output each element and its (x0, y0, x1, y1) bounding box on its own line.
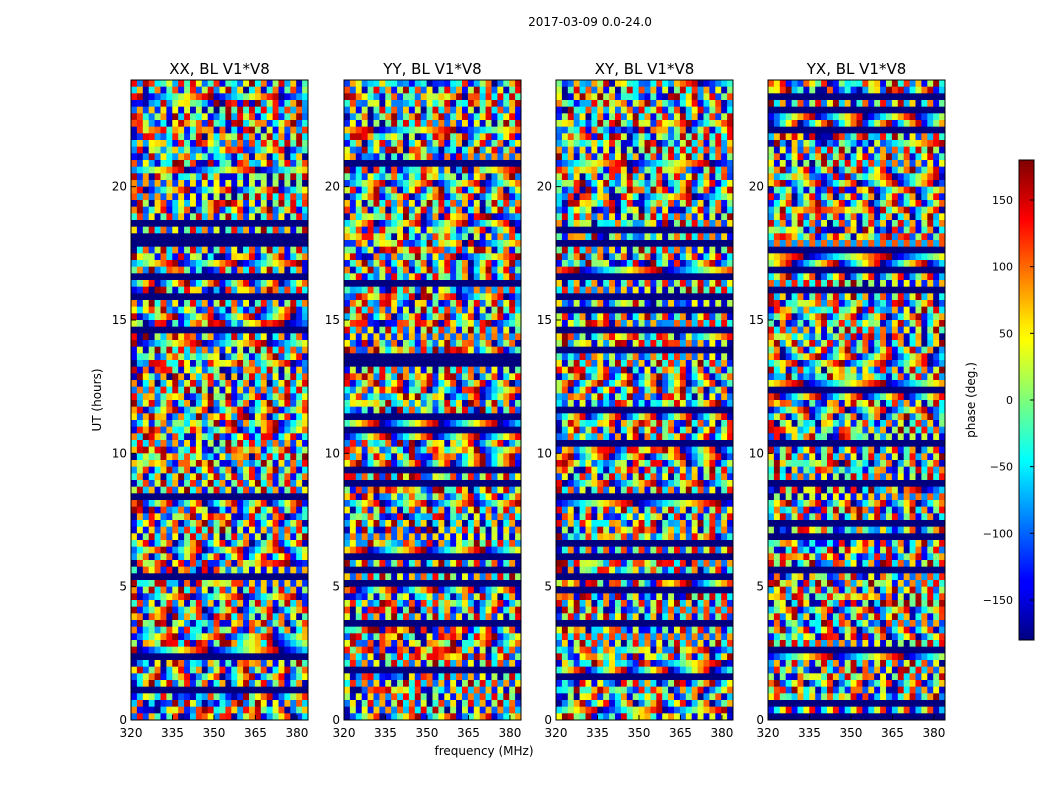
x-tick-label: 320 (545, 726, 568, 740)
axes-frame (767, 79, 946, 721)
x-tick-label: 350 (416, 726, 439, 740)
y-tick-label: 10 (749, 446, 764, 460)
y-tick-label: 0 (544, 713, 552, 727)
colorbar-tick-label: −100 (983, 527, 1013, 540)
y-tick-label: 15 (537, 313, 552, 327)
panel-xx: XX, BL V1*V8 320 335 350 365 380 0 5 10 15 20 (112, 60, 309, 740)
axes-frame (130, 79, 309, 721)
x-tick-label: 380 (922, 726, 945, 740)
x-tick-label: 335 (161, 726, 184, 740)
colorbar-tick-label: −150 (983, 594, 1013, 607)
y-axis-label: UT (hours) (90, 368, 104, 431)
colorbar-tick-label: 150 (992, 194, 1013, 207)
panel-yx: YX, BL V1*V8 320 335 350 365 380 0 5 10 15 20 (749, 60, 946, 740)
y-tick-label: 0 (756, 713, 764, 727)
x-tick-label: 320 (120, 726, 143, 740)
x-tick-label: 335 (374, 726, 397, 740)
axes-frame (343, 79, 522, 721)
x-tick-label: 350 (203, 726, 226, 740)
x-tick-label: 380 (285, 726, 308, 740)
panel-title: XX, BL V1*V8 (169, 60, 270, 78)
x-tick-label: 365 (669, 726, 692, 740)
x-tick-label: 350 (628, 726, 651, 740)
y-tick-label: 20 (112, 180, 127, 194)
y-tick-label: 5 (544, 580, 552, 594)
panel-title: YY, BL V1*V8 (382, 60, 481, 78)
colorbar-tick-label: 0 (1006, 394, 1013, 407)
y-tick-label: 20 (537, 180, 552, 194)
x-tick-label: 335 (586, 726, 609, 740)
y-tick-label: 5 (332, 580, 340, 594)
y-tick-label: 10 (537, 446, 552, 460)
heatmap-cells (344, 80, 522, 721)
heatmap-cells (556, 80, 734, 721)
y-tick-label: 15 (325, 313, 340, 327)
x-tick-label: 365 (244, 726, 267, 740)
y-tick-label: 5 (756, 580, 764, 594)
panel-title: XY, BL V1*V8 (595, 60, 695, 78)
x-tick-label: 320 (333, 726, 356, 740)
x-tick-label: 365 (881, 726, 904, 740)
x-tick-label: 380 (498, 726, 521, 740)
x-tick-label: 365 (457, 726, 480, 740)
x-tick-label: 380 (710, 726, 733, 740)
figure-suptitle: 2017-03-09 0.0-24.0 (528, 15, 652, 29)
x-axis-label: frequency (MHz) (434, 744, 533, 758)
colorbar-tick-label: 50 (999, 327, 1013, 340)
panel-xy: XY, BL V1*V8 320 335 350 365 380 0 5 10 15 20 (537, 60, 734, 740)
panel-yy: YY, BL V1*V8 320 335 350 365 380 0 5 10 15 20 (325, 60, 522, 740)
y-tick-label: 20 (749, 180, 764, 194)
y-tick-label: 10 (325, 446, 340, 460)
y-tick-label: 15 (749, 313, 764, 327)
colorbar-label: phase (deg.) (964, 362, 978, 438)
x-tick-label: 335 (798, 726, 821, 740)
y-tick-label: 15 (112, 313, 127, 327)
heatmap-cells (131, 80, 309, 721)
y-tick-label: 5 (119, 580, 127, 594)
colorbar-tick-label: 100 (992, 261, 1013, 274)
colorbar: 150 100 50 0 −50 −100 −150 phase (deg.) (964, 159, 1035, 641)
y-tick-label: 0 (332, 713, 340, 727)
panel-title: YX, BL V1*V8 (806, 60, 907, 78)
colorbar-tick-label: −50 (990, 461, 1013, 474)
heatmap-cells (768, 80, 946, 721)
y-tick-label: 20 (325, 180, 340, 194)
y-tick-label: 10 (112, 446, 127, 460)
x-tick-label: 350 (840, 726, 863, 740)
axes-frame (555, 79, 734, 721)
y-tick-label: 0 (119, 713, 127, 727)
x-tick-label: 320 (757, 726, 780, 740)
